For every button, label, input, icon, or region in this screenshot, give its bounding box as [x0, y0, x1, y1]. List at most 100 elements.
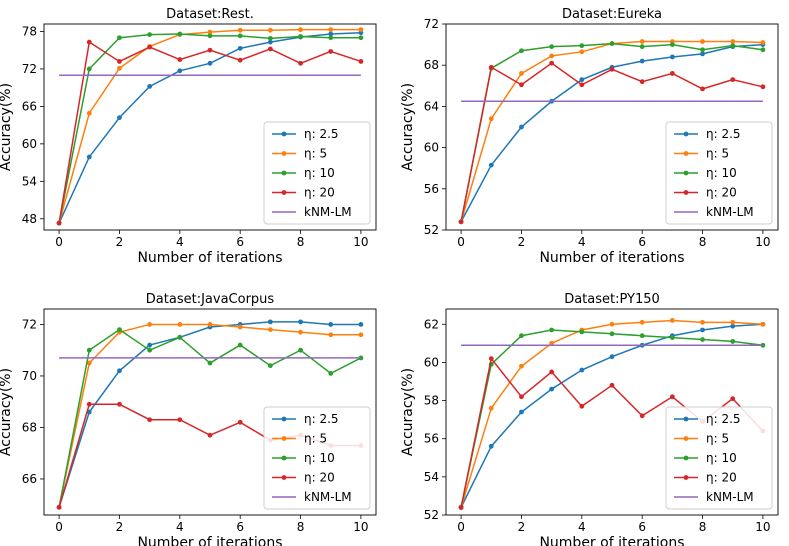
data-point [639, 79, 645, 85]
data-point [700, 47, 705, 53]
data-point [609, 382, 615, 388]
data-point [207, 29, 213, 35]
data-point [639, 58, 645, 64]
x-axis-label: Number of iterations [539, 250, 684, 266]
legend-label: η: 10 [304, 451, 335, 465]
data-point [56, 220, 62, 226]
x-tick-label: 4 [176, 520, 184, 534]
x-tick-label: 0 [457, 235, 465, 249]
data-point [700, 51, 705, 57]
y-tick-label: 56 [424, 182, 439, 196]
data-point [147, 84, 153, 89]
data-point [147, 417, 153, 423]
data-point [730, 77, 736, 83]
legend-marker [281, 455, 287, 461]
data-point [549, 53, 555, 59]
data-point [298, 329, 303, 335]
legend-label: kNM-LM [706, 490, 754, 504]
legend-label: η: 5 [706, 432, 729, 446]
data-point [488, 162, 494, 168]
y-axis-label: Accuracy(%) [400, 83, 416, 171]
data-point [298, 60, 303, 66]
data-point [579, 49, 585, 55]
chart-panel-1: Dataset:Rest. 0 2 4 6 8 10 48 54 60 66 72 78 Number o… [0, 7, 377, 266]
y-tick-label: 64 [424, 99, 439, 113]
x-axis-label: Number of iterations [539, 535, 684, 546]
data-point [358, 27, 364, 33]
legend-label: η: 20 [304, 471, 335, 485]
data-point [237, 419, 243, 425]
data-point [117, 35, 122, 41]
data-point [609, 66, 615, 72]
data-point [267, 327, 273, 332]
x-tick-label: 8 [297, 235, 305, 249]
data-point [519, 333, 524, 339]
data-point [639, 413, 645, 419]
data-point [488, 443, 494, 449]
data-point [549, 60, 555, 66]
data-point [328, 49, 334, 54]
y-tick-label: 66 [22, 472, 37, 486]
chart-title: Dataset:PY150 [564, 292, 660, 307]
data-point [730, 396, 736, 402]
data-point [147, 342, 153, 348]
legend-marker [683, 436, 689, 441]
data-point [579, 43, 585, 49]
x-tick-label: 2 [116, 520, 124, 534]
x-tick-label: 2 [116, 235, 124, 249]
axes-frame [445, 23, 779, 231]
data-point [86, 347, 92, 353]
data-point [117, 327, 122, 332]
data-point [207, 322, 213, 327]
data-point [609, 41, 615, 46]
data-point [669, 318, 675, 323]
legend-marker [281, 151, 287, 156]
data-point [549, 386, 555, 392]
x-tick-label: 10 [755, 235, 770, 249]
y-tick-label: 68 [424, 58, 439, 72]
data-point [207, 360, 213, 366]
data-point [519, 48, 524, 54]
data-point [328, 370, 334, 376]
data-point [207, 33, 213, 39]
y-tick-label: 56 [424, 432, 439, 446]
data-point [519, 82, 524, 88]
data-point [760, 40, 766, 45]
y-axis-label: Accuracy(%) [0, 368, 14, 456]
data-point [207, 60, 213, 66]
legend-marker [683, 151, 689, 156]
data-point [579, 77, 585, 83]
legend-label: η: 2.5 [706, 412, 741, 426]
legend-label: η: 10 [304, 166, 335, 180]
y-axis-label: Accuracy(%) [400, 368, 416, 456]
data-point [177, 417, 183, 423]
y-tick-label: 62 [424, 317, 439, 331]
data-point [328, 31, 334, 37]
legend-label: η: 20 [706, 186, 737, 200]
x-tick-label: 2 [518, 235, 526, 249]
data-point [488, 64, 494, 70]
y-tick-label: 58 [424, 394, 439, 408]
data-point [86, 154, 92, 160]
data-point [519, 409, 524, 415]
data-point [579, 367, 585, 373]
legend: η: 2.5 η: 5 η: 10 η: 20 kNM-LM [263, 406, 371, 510]
data-point [760, 47, 766, 53]
data-point [117, 368, 122, 374]
y-tick-label: 66 [22, 99, 37, 113]
data-point [117, 401, 122, 407]
data-point [237, 45, 243, 51]
data-point [358, 322, 364, 327]
x-tick-label: 0 [457, 520, 465, 534]
data-point [700, 39, 705, 44]
data-point [358, 332, 364, 338]
data-point [700, 327, 705, 333]
y-tick-label: 54 [424, 470, 439, 484]
x-axis-label: Number of iterations [137, 250, 282, 266]
data-point [328, 35, 334, 41]
x-tick-label: 2 [518, 520, 526, 534]
legend-label: η: 20 [304, 186, 335, 200]
data-point [579, 82, 585, 88]
data-point [639, 333, 645, 339]
